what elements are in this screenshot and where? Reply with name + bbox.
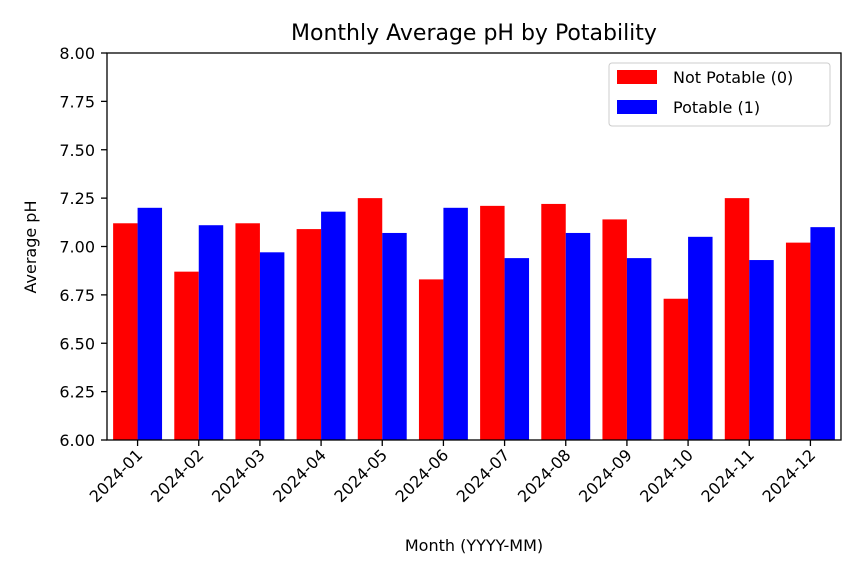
y-tick-label: 7.00 xyxy=(59,238,95,257)
legend-label: Not Potable (0) xyxy=(673,68,793,87)
bar-not-potable-2024-12 xyxy=(785,242,811,440)
legend-swatch xyxy=(617,70,657,84)
bar-potable-2024-10 xyxy=(688,236,713,440)
bar-not-potable-2024-09 xyxy=(602,219,627,440)
x-tick-label: 2024-08 xyxy=(514,445,575,506)
bar-not-potable-2024-05 xyxy=(357,198,383,440)
bar-potable-2024-02 xyxy=(198,225,224,440)
y-tick-label: 6.75 xyxy=(59,286,95,305)
y-tick-label: 7.75 xyxy=(59,92,95,111)
y-tick-label: 6.25 xyxy=(59,383,95,402)
bar-not-potable-2024-06 xyxy=(418,279,444,440)
y-tick-label: 7.25 xyxy=(59,189,95,208)
x-tick-label: 2024-05 xyxy=(330,445,391,506)
y-tick-label: 6.00 xyxy=(59,431,95,450)
chart-title: Monthly Average pH by Potability xyxy=(291,21,657,46)
y-axis: 6.00 6.25 6.50 6.75 7.00 7.25 7.50 7.75 8.00 xyxy=(59,44,107,450)
x-tick-label: 2024-01 xyxy=(86,445,147,506)
bar-potable-2024-11 xyxy=(749,260,774,440)
x-tick-label: 2024-06 xyxy=(392,445,453,506)
x-tick-label: 2024-07 xyxy=(453,445,514,506)
legend-label: Potable (1) xyxy=(673,98,760,117)
bar-not-potable-2024-01 xyxy=(113,223,138,440)
y-axis-label: Average pH xyxy=(21,201,40,294)
y-tick-label: 6.50 xyxy=(59,334,95,353)
bar-not-potable-2024-08 xyxy=(541,203,566,440)
bar-potable-2024-06 xyxy=(443,207,468,440)
bar-potable-2024-05 xyxy=(382,232,407,440)
bar-not-potable-2024-03 xyxy=(235,223,260,440)
x-tick-label: 2024-12 xyxy=(759,445,820,506)
bar-not-potable-2024-02 xyxy=(174,271,199,440)
x-tick-label: 2024-11 xyxy=(697,445,758,506)
plot-frame xyxy=(106,52,842,441)
x-axis-label: Month (YYYY-MM) xyxy=(405,536,543,555)
x-tick-label: 2024-04 xyxy=(269,445,330,506)
bar-potable-2024-07 xyxy=(504,258,530,440)
x-tick-label: 2024-10 xyxy=(636,445,697,506)
legend-swatch xyxy=(617,100,657,114)
bar-potable-2024-12 xyxy=(810,227,835,440)
legend-frame xyxy=(608,62,831,127)
y-tick-label: 7.50 xyxy=(59,141,95,160)
y-tick-label: 8.00 xyxy=(59,44,95,63)
x-tick-label: 2024-09 xyxy=(575,445,636,506)
bar-not-potable-2024-10 xyxy=(663,298,689,440)
bar-not-potable-2024-07 xyxy=(480,205,505,440)
x-tick-label: 2024-02 xyxy=(147,445,208,506)
bars-group xyxy=(113,198,835,440)
bar-not-potable-2024-04 xyxy=(296,229,322,440)
bar-potable-2024-01 xyxy=(137,207,163,440)
x-axis: 2024-01 2024-02 2024-03 2024-04 2024-05 2024-… xyxy=(86,440,820,506)
bar-not-potable-2024-11 xyxy=(724,198,750,440)
legend: Not Potable (0) Potable (1) xyxy=(608,62,831,127)
bar-potable-2024-03 xyxy=(259,252,285,440)
bar-potable-2024-04 xyxy=(321,211,346,440)
bar-potable-2024-08 xyxy=(565,232,591,440)
x-tick-label: 2024-03 xyxy=(208,445,269,506)
bar-potable-2024-09 xyxy=(626,258,652,440)
